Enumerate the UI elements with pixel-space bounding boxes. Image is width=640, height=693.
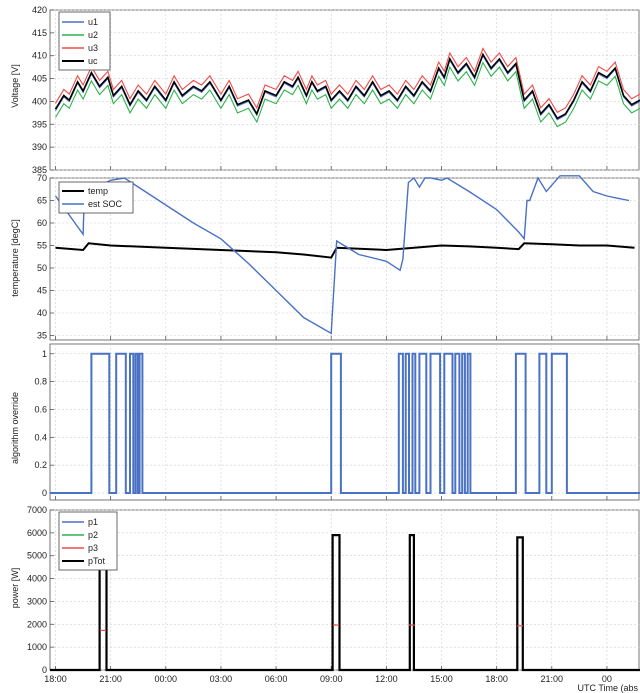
y-tick-label: 395 (32, 119, 47, 129)
legend-label-ptot: pTot (88, 556, 106, 566)
y-tick-label: 0 (42, 665, 47, 675)
y-tick-label: 5000 (27, 551, 47, 561)
legend-label-u3: u3 (88, 43, 98, 53)
voltage-plot (54, 47, 640, 128)
y-tick-label: 4000 (27, 574, 47, 584)
x-tick-label: 21:00 (541, 674, 564, 684)
y-tick-label: 410 (32, 51, 47, 61)
y-tick-label: 0 (42, 488, 47, 498)
y-tick-label: 420 (32, 5, 47, 15)
temperature-legend: temp est SOC (58, 181, 134, 214)
series-u2 (55, 61, 640, 128)
y-tick-label: 0.8 (34, 377, 47, 387)
override-ylabel: algorithm override (10, 392, 20, 464)
y-tick-label: 7000 (27, 505, 47, 515)
voltage-legend: u1 u2 u3 uc (58, 11, 111, 71)
power-ylabel: power [W] (10, 568, 20, 609)
x-tick-label: 06:00 (265, 674, 288, 684)
legend-label-p3: p3 (88, 543, 98, 553)
x-tick-label: 03:00 (210, 674, 233, 684)
y-tick-label: 70 (37, 173, 47, 183)
series-u3 (55, 47, 640, 114)
temperature-axes: 35 40 45 50 55 60 65 70 (37, 173, 640, 341)
voltage-panel: 385 390 395 400 405 410 415 420 Voltage [V] u1 … (10, 5, 640, 175)
y-tick-label: 40 (37, 308, 47, 318)
y-tick-label: 65 (37, 196, 47, 206)
y-tick-label: 415 (32, 28, 47, 38)
y-tick-label: 1 (42, 349, 47, 359)
x-axis-ticklabels: 18:00 21:00 00:00 03:00 06:00 09:00 12:00 15:00… (44, 674, 612, 684)
axes-frame (49, 177, 640, 341)
y-tick-label: 0.6 (34, 404, 47, 414)
x-tick-label: 09:00 (320, 674, 343, 684)
y-tick-label: 0.4 (34, 432, 47, 442)
x-axis-label: UTC Time (abs (577, 683, 638, 693)
axes-frame (49, 509, 640, 671)
legend-label-p2: p2 (88, 530, 98, 540)
y-tick-label: 50 (37, 263, 47, 273)
legend-label-p1: p1 (88, 517, 98, 527)
voltage-ylabel: Voltage [V] (10, 64, 20, 108)
x-tick-label: 00:00 (155, 674, 178, 684)
legend-label-soc: est SOC (88, 199, 123, 209)
y-tick-label: 35 (37, 331, 47, 341)
series-uc (54, 52, 640, 120)
x-tick-label: 21:00 (99, 674, 122, 684)
y-tick-label: 6000 (27, 528, 47, 538)
axes-frame (49, 343, 640, 501)
y-tick-label: 405 (32, 74, 47, 84)
temperature-ylabel: temperature [degC] (10, 219, 20, 297)
legend-label-uc: uc (88, 56, 98, 66)
series-u1 (55, 54, 640, 121)
legend-label-u2: u2 (88, 30, 98, 40)
legend-label-u1: u1 (88, 17, 98, 27)
series-est-SOC (54, 175, 630, 335)
legend-label-temp: temp (88, 186, 108, 196)
y-tick-label: 0.2 (34, 460, 47, 470)
override-panel: 0 0.2 0.4 0.6 0.8 1 algorithm override (10, 343, 640, 501)
y-tick-label: 2000 (27, 619, 47, 629)
x-tick-label: 12:00 (375, 674, 398, 684)
x-tick-label: 18:00 (485, 674, 508, 684)
override-axes: 0 0.2 0.4 0.6 0.8 1 (34, 343, 640, 501)
temperature-panel: 35 40 45 50 55 60 65 70 temperature [degC] temp… (10, 173, 640, 341)
y-tick-label: 1000 (27, 642, 47, 652)
y-tick-label: 60 (37, 218, 47, 228)
x-tick-label: 18:00 (44, 674, 67, 684)
series-override (50, 352, 640, 494)
temperature-plot (54, 175, 635, 335)
series-temp (55, 242, 635, 259)
x-tick-label: 00 (602, 674, 612, 684)
x-tick-label: 15:00 (430, 674, 453, 684)
y-tick-label: 45 (37, 286, 47, 296)
power-legend: p1 p2 p3 pTot (58, 511, 118, 571)
y-tick-label: 3000 (27, 596, 47, 606)
y-tick-label: 385 (32, 165, 47, 175)
y-tick-label: 400 (32, 96, 47, 106)
y-tick-label: 390 (32, 142, 47, 152)
override-plot (50, 352, 640, 494)
y-tick-label: 55 (37, 241, 47, 251)
